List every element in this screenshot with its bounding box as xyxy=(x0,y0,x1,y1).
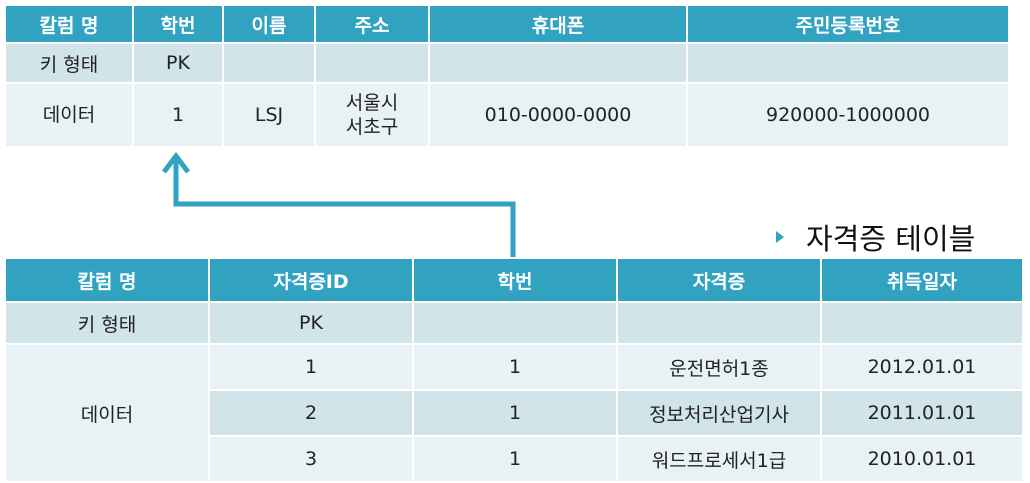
table-row: 데이터 1 1 운전면허1종 2012.01.01 xyxy=(4,343,1024,483)
column-header: 취득일자 xyxy=(820,257,1024,303)
certificate-cell: 운전면허1종 xyxy=(616,343,822,391)
table-cell xyxy=(616,301,822,345)
student-id-cell: 1 xyxy=(412,343,618,391)
table-cell: 키 형태 xyxy=(4,301,210,345)
column-header: 학번 xyxy=(132,4,224,44)
table-caption: 자격증 테이블 xyxy=(776,216,975,258)
table-row: 데이터 1 LSJ 서울시 서초구 010-0000-0000 920000-1… xyxy=(4,82,1010,148)
arrow-line xyxy=(173,160,516,257)
table-header-row: 칼럼 명 학번 이름 주소 휴대폰 주민등록번호 xyxy=(4,4,1010,44)
bullet-icon xyxy=(776,231,784,243)
phone-cell: 010-0000-0000 xyxy=(428,82,688,148)
date-cell: 2011.01.01 xyxy=(820,389,1024,437)
row-label: 데이터 xyxy=(4,343,210,483)
column-header: 칼럼 명 xyxy=(4,257,210,303)
student-table: 칼럼 명 학번 이름 주소 휴대폰 주민등록번호 키 형태 PK 데이터 1 L… xyxy=(4,4,1010,148)
key-type-row: 키 형태 PK xyxy=(4,301,1024,345)
cert-id-cell: 3 xyxy=(208,435,414,483)
column-header: 자격증ID xyxy=(208,257,414,303)
table-header-row: 칼럼 명 자격증ID 학번 자격증 취득일자 xyxy=(4,257,1024,303)
address-line: 서초구 xyxy=(345,116,399,138)
student-id-cell: 1 xyxy=(132,82,224,148)
table-cell xyxy=(412,301,618,345)
cert-id-cell: 1 xyxy=(208,343,414,391)
name-cell: LSJ xyxy=(222,82,316,148)
cert-id-cell: 2 xyxy=(208,389,414,437)
resident-number-cell: 920000-1000000 xyxy=(686,82,1010,148)
certificate-cell: 워드프로세서1급 xyxy=(616,435,822,483)
address-line: 서울시 xyxy=(345,92,399,114)
column-header: 휴대폰 xyxy=(428,4,688,44)
table-cell: PK xyxy=(132,42,224,84)
caption-text: 자격증 테이블 xyxy=(806,222,976,256)
table-cell xyxy=(428,42,688,84)
arrow-head xyxy=(162,151,190,174)
table-cell xyxy=(820,301,1024,345)
date-cell: 2010.01.01 xyxy=(820,435,1024,483)
table-cell xyxy=(222,42,316,84)
certificate-table: 칼럼 명 자격증ID 학번 자격증 취득일자 키 형태 PK 데이터 1 1 운… xyxy=(4,257,1024,483)
column-header: 주민등록번호 xyxy=(686,4,1010,44)
column-header: 주소 xyxy=(314,4,430,44)
student-id-cell: 1 xyxy=(412,389,618,437)
certificate-cell: 정보처리산업기사 xyxy=(616,389,822,437)
table-cell xyxy=(314,42,430,84)
column-header: 이름 xyxy=(222,4,316,44)
column-header: 자격증 xyxy=(616,257,822,303)
date-cell: 2012.01.01 xyxy=(820,343,1024,391)
column-header: 학번 xyxy=(412,257,618,303)
key-type-row: 키 형태 PK xyxy=(4,42,1010,84)
address-cell: 서울시 서초구 xyxy=(314,82,430,148)
column-header: 칼럼 명 xyxy=(4,4,134,44)
row-label: 데이터 xyxy=(4,82,134,148)
table-cell: PK xyxy=(208,301,414,345)
student-id-cell: 1 xyxy=(412,435,618,483)
table-cell xyxy=(686,42,1010,84)
table-cell: 키 형태 xyxy=(4,42,134,84)
